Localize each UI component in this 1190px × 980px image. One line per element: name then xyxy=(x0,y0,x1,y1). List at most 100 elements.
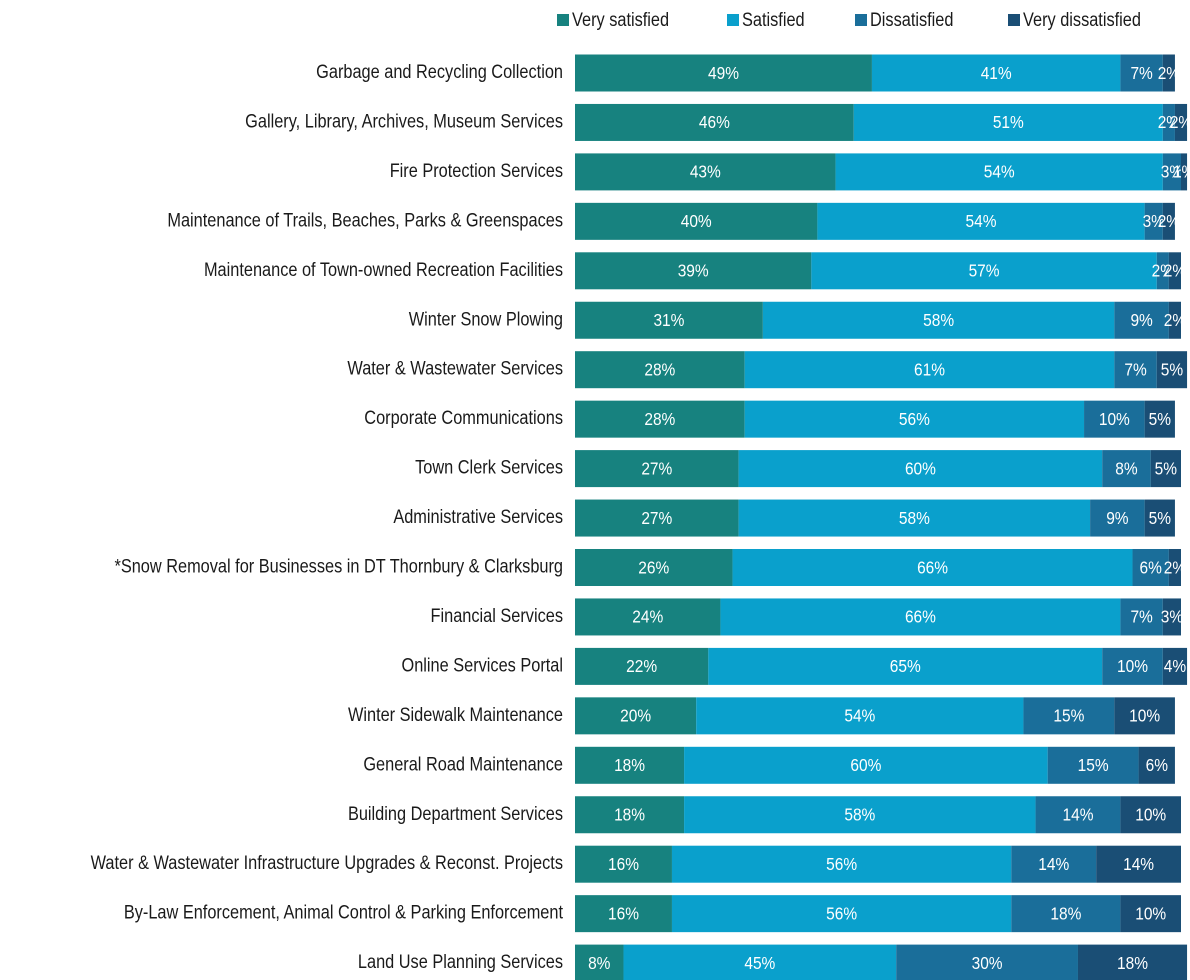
value-label: 9% xyxy=(1130,310,1152,330)
bar-segment xyxy=(1102,647,1163,685)
bar-segment xyxy=(1011,845,1097,883)
category-label: Financial Services xyxy=(431,605,564,626)
value-label: 8% xyxy=(1115,458,1137,478)
bar-segment xyxy=(1120,895,1181,933)
value-label: 54% xyxy=(984,162,1015,182)
bar-segment xyxy=(1168,252,1181,290)
value-label: 22% xyxy=(626,656,657,676)
value-label: 3% xyxy=(1161,162,1183,182)
value-label: 10% xyxy=(1099,409,1130,429)
value-label: 10% xyxy=(1135,903,1166,923)
bar-segment xyxy=(575,499,739,537)
value-label: 54% xyxy=(844,706,875,726)
bar-segment xyxy=(1114,697,1175,735)
value-label: 41% xyxy=(981,63,1012,83)
bar-segment xyxy=(1077,944,1188,980)
bar-segment xyxy=(1023,697,1115,735)
bar-segment xyxy=(575,598,721,636)
bar-segment xyxy=(575,845,672,883)
bar-segment xyxy=(575,301,763,339)
value-label: 2% xyxy=(1152,260,1174,280)
bar-segment xyxy=(871,54,1121,92)
value-label: 6% xyxy=(1140,557,1162,577)
category-label: By-Law Enforcement, Animal Control & Par… xyxy=(124,902,563,923)
value-label: 2% xyxy=(1158,211,1180,231)
bar-segment xyxy=(1047,746,1139,784)
value-label: 4% xyxy=(1164,656,1186,676)
value-label: 56% xyxy=(826,903,857,923)
category-label: Water & Wastewater Infrastructure Upgrad… xyxy=(91,852,564,873)
bar-segment xyxy=(744,351,1115,389)
value-label: 10% xyxy=(1129,706,1160,726)
category-label: Online Services Portal xyxy=(401,654,563,675)
bar-segment xyxy=(696,697,1024,735)
category-label: Winter Sidewalk Maintenance xyxy=(348,704,563,725)
value-label: 28% xyxy=(644,409,675,429)
bar-segment xyxy=(575,103,854,141)
value-label: 10% xyxy=(1117,656,1148,676)
value-label: 40% xyxy=(681,211,712,231)
bar-segment xyxy=(1120,796,1181,834)
value-label: 18% xyxy=(1117,953,1148,973)
value-label: 20% xyxy=(620,706,651,726)
value-label: 27% xyxy=(641,458,672,478)
value-label: 2% xyxy=(1164,260,1186,280)
value-label: 16% xyxy=(608,854,639,874)
value-label: 9% xyxy=(1106,508,1128,528)
legend-label: Very satisfied xyxy=(572,9,669,30)
bar-segment xyxy=(575,746,685,784)
bar-segment xyxy=(1035,796,1121,834)
value-label: 57% xyxy=(969,260,1000,280)
bar-segment xyxy=(1102,450,1151,488)
bar-segment xyxy=(1114,351,1157,389)
bar-segment xyxy=(1156,351,1188,389)
bar-segment xyxy=(575,796,685,834)
value-label: 18% xyxy=(1050,903,1081,923)
value-label: 56% xyxy=(899,409,930,429)
value-label: 28% xyxy=(644,359,675,379)
bar-segment xyxy=(1144,202,1163,240)
bar-segment xyxy=(671,895,1012,933)
value-label: 6% xyxy=(1146,755,1168,775)
bar-segment xyxy=(1144,400,1175,438)
bar-segment xyxy=(1162,54,1175,92)
category-label: Maintenance of Trails, Beaches, Parks & … xyxy=(167,209,563,230)
value-label: 54% xyxy=(966,211,997,231)
bar-segment xyxy=(1162,153,1181,191)
legend-swatch xyxy=(1008,14,1020,26)
bar-segment xyxy=(738,450,1103,488)
legend-label: Very dissatisfied xyxy=(1023,9,1141,30)
value-label: 65% xyxy=(890,656,921,676)
bar-segment xyxy=(575,944,624,980)
bar-segment xyxy=(1132,549,1169,586)
bar-segment xyxy=(1114,301,1169,339)
value-label: 27% xyxy=(641,508,672,528)
bar-segment xyxy=(1168,549,1181,586)
category-label: *Snow Removal for Businesses in DT Thorn… xyxy=(114,555,563,576)
value-label: 2% xyxy=(1158,112,1180,132)
value-label: 2% xyxy=(1158,63,1180,83)
value-label: 14% xyxy=(1123,854,1154,874)
category-label: Maintenance of Town-owned Recreation Fac… xyxy=(204,259,563,280)
bar-segment xyxy=(684,746,1048,784)
bar-segment xyxy=(575,351,745,389)
bar-segment xyxy=(1162,103,1175,141)
bar-segment xyxy=(720,598,1121,636)
value-label: 2% xyxy=(1170,112,1190,132)
bar-segment xyxy=(1174,103,1188,141)
value-label: 10% xyxy=(1135,804,1166,824)
bar-segment xyxy=(1162,598,1181,636)
bar-segment xyxy=(575,450,739,488)
bar-segment xyxy=(575,549,733,586)
bar-segment xyxy=(1090,499,1145,537)
value-label: 15% xyxy=(1078,755,1109,775)
value-label: 26% xyxy=(638,557,669,577)
bar-segment xyxy=(762,301,1115,339)
bar-segment xyxy=(708,647,1103,685)
bar-segment xyxy=(575,202,818,240)
bar-segment xyxy=(811,252,1157,290)
value-label: 66% xyxy=(917,557,948,577)
value-label: 61% xyxy=(914,359,945,379)
bar-segment xyxy=(896,944,1078,980)
